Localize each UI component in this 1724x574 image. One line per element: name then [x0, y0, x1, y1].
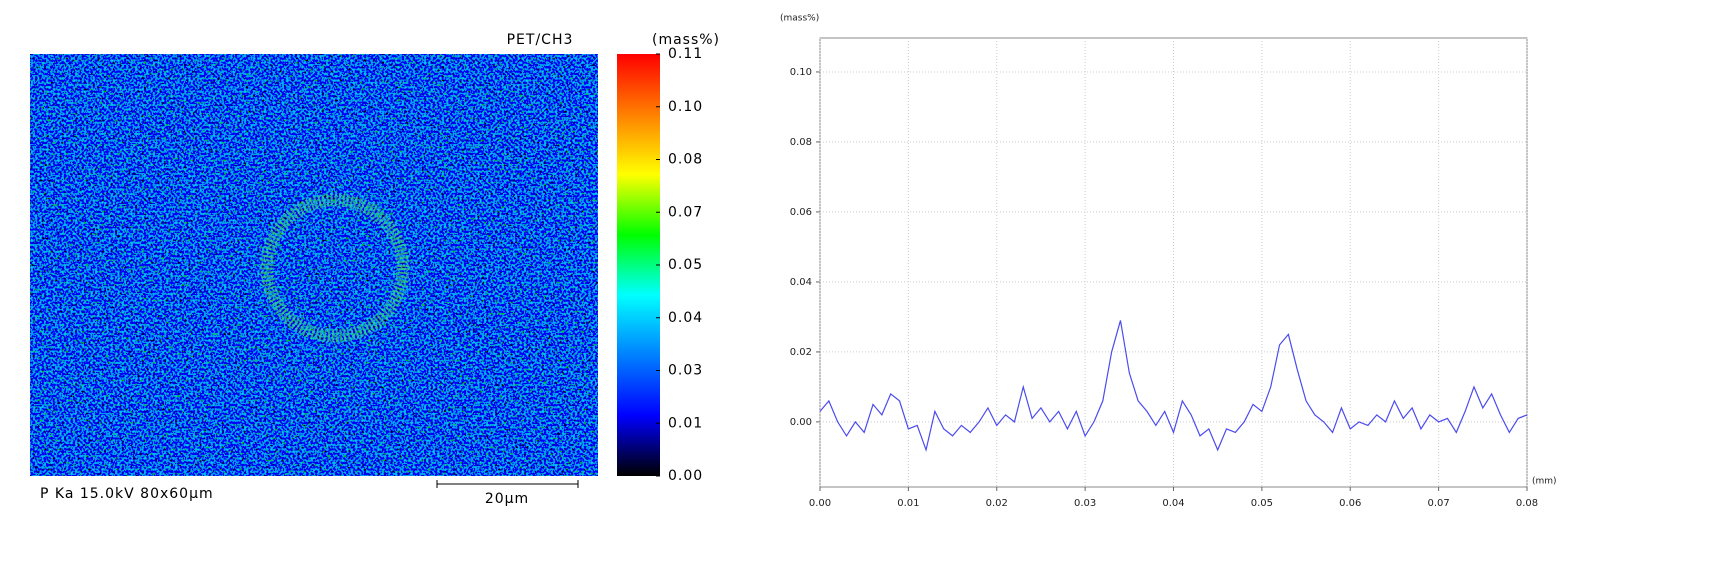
- x-tick-label: 0.02: [986, 498, 1008, 509]
- map-ring: [260, 193, 410, 343]
- x-tick-label: 0.04: [1162, 498, 1184, 509]
- x-tick-label: 0.03: [1074, 498, 1096, 509]
- map-title: PET/CH3: [507, 32, 574, 48]
- colorbar-tick-label: 0.00: [668, 468, 703, 484]
- colorbar-tick-label: 0.04: [668, 310, 703, 326]
- map-caption: P Ka 15.0kV 80x60µm: [40, 486, 214, 502]
- x-tick-label: 0.05: [1251, 498, 1273, 509]
- x-tick-label: 0.07: [1427, 498, 1449, 509]
- y-tick-label: 0.10: [790, 67, 812, 78]
- colorbar-tick-label: 0.07: [668, 204, 703, 220]
- colorbar-tick-label: 0.01: [668, 415, 703, 431]
- x-tick-label: 0.01: [897, 498, 919, 509]
- y-tick-label: 0.04: [790, 277, 812, 288]
- colorbar-tick-label: 0.03: [668, 363, 703, 379]
- colorbar-tick-label: 0.10: [668, 99, 703, 115]
- y-tick-label: 0.06: [790, 207, 812, 218]
- data-line: [819, 320, 1528, 453]
- y-tick-label: 0.08: [790, 137, 812, 148]
- y-axis-label: (mass%): [780, 14, 819, 24]
- scale-bar-label: 20µm: [485, 491, 529, 507]
- x-tick-label: 0.08: [1516, 498, 1538, 509]
- map-image: [30, 54, 598, 476]
- x-tick-label: 0.06: [1339, 498, 1361, 509]
- colorbar-tick-label: 0.11: [668, 46, 703, 62]
- x-tick-label: 0.00: [809, 498, 831, 509]
- y-tick-label: 0.02: [790, 347, 812, 358]
- colorbar-tick-label: 0.08: [668, 152, 703, 168]
- y-tick-label: 0.00: [790, 417, 812, 428]
- colorbar: [617, 54, 660, 476]
- colorbar-tick-label: 0.05: [668, 257, 703, 273]
- colorbar-label: (mass%): [652, 32, 720, 48]
- x-axis-label: (mm): [1532, 477, 1557, 487]
